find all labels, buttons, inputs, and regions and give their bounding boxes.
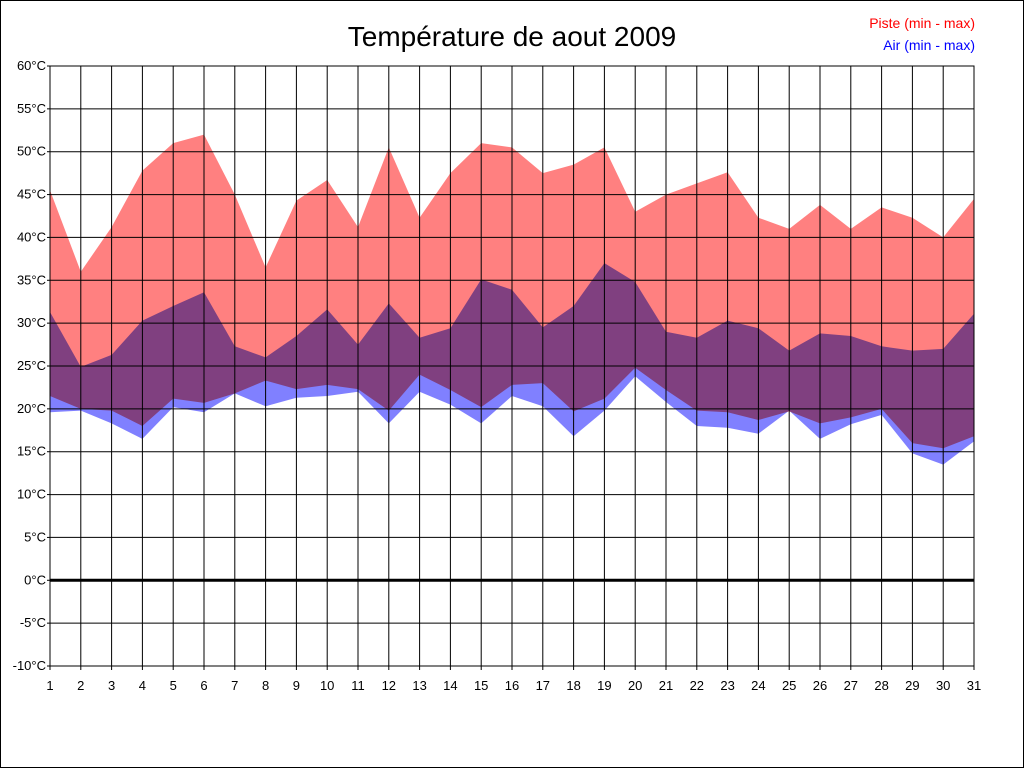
x-tick-label: 16 (505, 678, 519, 693)
y-tick-label: 5°C (24, 529, 46, 544)
y-tick-label: 55°C (17, 101, 46, 116)
x-tick-label: 23 (720, 678, 734, 693)
x-tick-label: 13 (412, 678, 426, 693)
x-tick-label: 25 (782, 678, 796, 693)
y-tick-label: -10°C (13, 658, 46, 673)
x-tick-label: 6 (200, 678, 207, 693)
x-tick-label: 5 (170, 678, 177, 693)
x-tick-label: 7 (231, 678, 238, 693)
x-tick-label: 26 (813, 678, 827, 693)
x-tick-label: 31 (967, 678, 981, 693)
y-axis-ticks: -10°C -5°C 0°C 5°C 10°C 15°C 20°C 25°C 30°C 35°C 4… (13, 58, 50, 673)
y-tick-label: 10°C (17, 487, 46, 502)
x-tick-label: 17 (536, 678, 550, 693)
y-tick-label: -5°C (20, 615, 46, 630)
x-tick-label: 3 (108, 678, 115, 693)
y-tick-label: 15°C (17, 444, 46, 459)
y-tick-label: 0°C (24, 572, 46, 587)
x-tick-label: 21 (659, 678, 673, 693)
y-tick-label: 50°C (17, 144, 46, 159)
x-tick-label: 9 (293, 678, 300, 693)
legend-entry-air: Air (min - max) (883, 37, 975, 53)
x-tick-label: 11 (351, 678, 365, 693)
x-tick-label: 30 (936, 678, 950, 693)
y-tick-label: 25°C (17, 358, 46, 373)
x-tick-label: 28 (874, 678, 888, 693)
x-axis-ticks: 1 2 3 4 5 6 7 8 9 10 11 12 13 14 15 16 17 18 19 20 21 22 23 24 2… (46, 666, 981, 693)
x-tick-label: 27 (844, 678, 858, 693)
x-tick-label: 19 (597, 678, 611, 693)
y-tick-label: 40°C (17, 229, 46, 244)
x-tick-label: 4 (139, 678, 146, 693)
x-tick-label: 20 (628, 678, 642, 693)
x-tick-label: 10 (320, 678, 334, 693)
x-tick-label: 2 (77, 678, 84, 693)
x-tick-label: 29 (905, 678, 919, 693)
x-tick-label: 15 (474, 678, 488, 693)
x-tick-label: 12 (382, 678, 396, 693)
legend-entry-piste: Piste (min - max) (869, 15, 975, 31)
y-tick-label: 30°C (17, 315, 46, 330)
y-tick-label: 35°C (17, 272, 46, 287)
x-tick-label: 14 (443, 678, 457, 693)
x-tick-label: 22 (690, 678, 704, 693)
y-tick-label: 60°C (17, 58, 46, 73)
grid-lines (49, 65, 975, 667)
y-tick-label: 20°C (17, 401, 46, 416)
x-tick-label: 1 (46, 678, 53, 693)
chart-title: Température de aout 2009 (348, 21, 676, 52)
y-tick-label: 45°C (17, 187, 46, 202)
x-tick-label: 8 (262, 678, 269, 693)
x-tick-label: 18 (566, 678, 580, 693)
x-tick-label: 24 (751, 678, 765, 693)
